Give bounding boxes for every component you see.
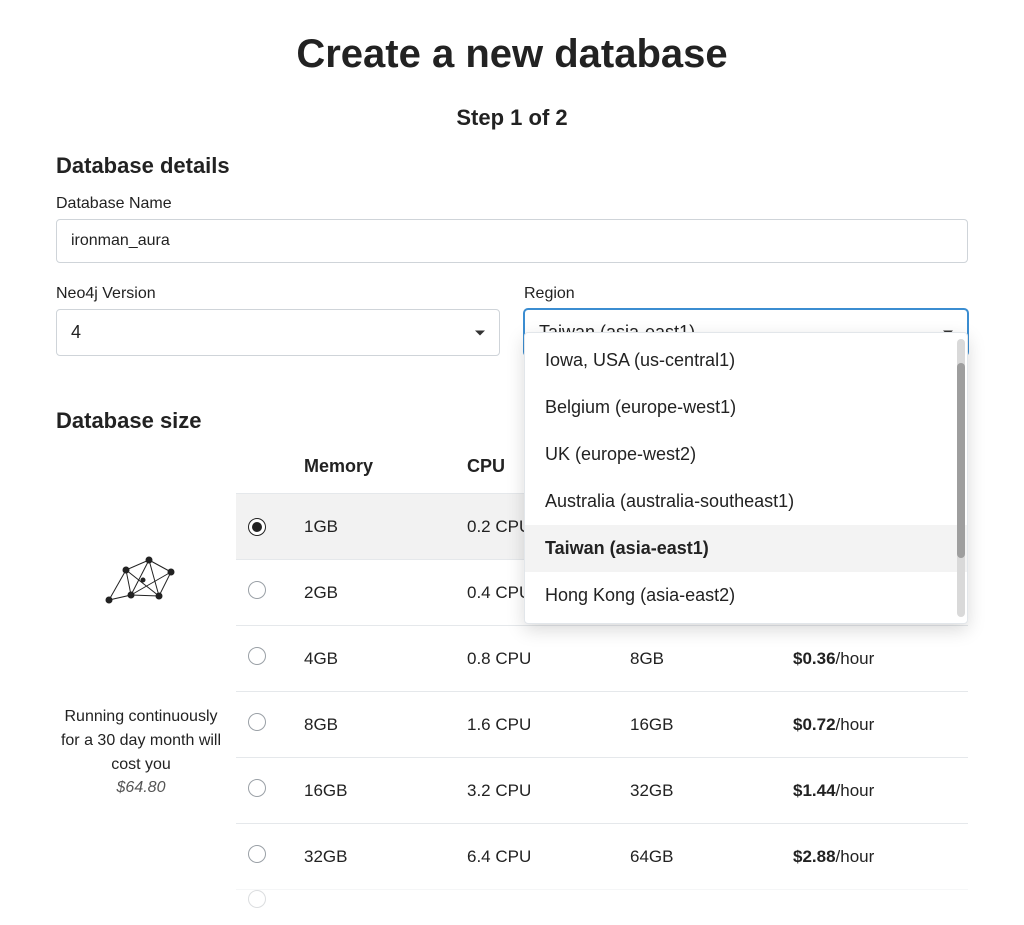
cost-caption: Running continuously for a 30 day month … <box>56 705 226 777</box>
cell-memory: 2GB <box>304 583 467 603</box>
table-row[interactable]: 8GB1.6 CPU16GB$0.72/hour <box>236 691 968 757</box>
radio[interactable] <box>248 779 266 797</box>
database-name-input[interactable] <box>56 219 968 263</box>
cell-cpu: 6.4 CPU <box>467 847 630 867</box>
version-select[interactable]: 4 <box>56 309 500 356</box>
radio[interactable] <box>248 713 266 731</box>
table-row[interactable]: 32GB6.4 CPU64GB$2.88/hour <box>236 823 968 889</box>
region-option[interactable]: Iowa, USA (us-central1) <box>525 337 967 384</box>
cell-storage: 8GB <box>630 649 793 669</box>
cell-price: $2.88/hour <box>793 847 956 867</box>
region-option[interactable]: UK (europe-west2) <box>525 431 967 478</box>
database-name-label: Database Name <box>56 195 968 213</box>
cell-cpu: 0.8 CPU <box>467 649 630 669</box>
region-option[interactable]: Australia (australia-southeast1) <box>525 478 967 525</box>
region-option[interactable]: Hong Kong (asia-east2) <box>525 572 967 619</box>
scrollbar[interactable] <box>957 339 965 617</box>
cell-storage: 64GB <box>630 847 793 867</box>
radio[interactable] <box>248 845 266 863</box>
cell-memory: 8GB <box>304 715 467 735</box>
table-row[interactable]: 4GB0.8 CPU8GB$0.36/hour <box>236 625 968 691</box>
table-row[interactable]: 16GB3.2 CPU32GB$1.44/hour <box>236 757 968 823</box>
cell-storage: 16GB <box>630 715 793 735</box>
graph-icon <box>101 550 181 610</box>
cell-memory: 16GB <box>304 781 467 801</box>
version-selected-value: 4 <box>71 322 81 343</box>
cell-cpu: 3.2 CPU <box>467 781 630 801</box>
cell-memory: 1GB <box>304 517 467 537</box>
cell-storage: 32GB <box>630 781 793 801</box>
col-memory: Memory <box>304 456 467 477</box>
table-row[interactable] <box>236 889 968 913</box>
scrollbar-thumb[interactable] <box>957 363 965 558</box>
cell-cpu: 1.6 CPU <box>467 715 630 735</box>
region-option[interactable]: Belgium (europe-west1) <box>525 384 967 431</box>
radio[interactable] <box>248 647 266 665</box>
details-section-title: Database details <box>56 153 968 179</box>
cell-memory: 32GB <box>304 847 467 867</box>
radio[interactable] <box>248 518 266 536</box>
region-option[interactable]: Taiwan (asia-east1) <box>525 525 967 572</box>
region-dropdown: Iowa, USA (us-central1)Belgium (europe-w… <box>524 332 968 624</box>
cell-memory: 4GB <box>304 649 467 669</box>
page-title: Create a new database <box>56 32 968 77</box>
cell-price: $0.36/hour <box>793 649 956 669</box>
version-label: Neo4j Version <box>56 285 500 303</box>
region-label: Region <box>524 285 968 303</box>
wizard-step: Step 1 of 2 <box>56 105 968 131</box>
cell-price: $0.72/hour <box>793 715 956 735</box>
cell-price: $1.44/hour <box>793 781 956 801</box>
radio[interactable] <box>248 890 266 908</box>
cost-value: $64.80 <box>56 779 226 797</box>
chevron-down-icon <box>475 330 485 335</box>
radio[interactable] <box>248 581 266 599</box>
